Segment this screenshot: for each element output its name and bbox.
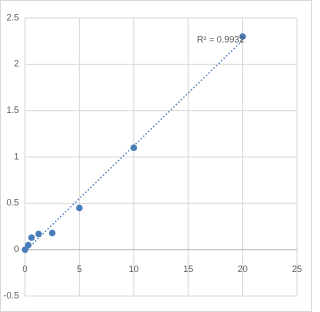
- y-tick-label: 1.5: [6, 105, 19, 115]
- data-point: [239, 33, 246, 40]
- x-tick-label: 25: [292, 264, 302, 274]
- data-point: [21, 246, 29, 253]
- y-tick-label: -0.5: [3, 290, 19, 300]
- y-tick-label: 0: [14, 244, 19, 254]
- chart-border: [0, 0, 312, 312]
- y-tick-label: 0.5: [6, 198, 19, 208]
- data-point: [35, 230, 42, 238]
- y-tick-label: 2: [14, 59, 19, 69]
- x-tick-label: 10: [129, 264, 139, 274]
- data-point: [130, 144, 138, 152]
- y-tick-label: 1: [14, 151, 19, 161]
- x-tick-label: 15: [183, 264, 193, 274]
- x-tick-label: 0: [22, 264, 27, 274]
- data-point: [76, 204, 83, 212]
- data-point: [28, 234, 35, 241]
- y-tick-label: 2.5: [6, 12, 19, 22]
- r-squared-annotation: R² = 0.9932: [197, 34, 244, 44]
- x-tick-label: 20: [238, 264, 248, 274]
- data-point: [24, 241, 32, 249]
- chart: -0.5 0 0.5 1 1.5 2 2.5 0 5 10 15 20 25 R² = 0.9932: [0, 0, 312, 312]
- data-point: [48, 229, 56, 237]
- x-tick-label: 5: [77, 264, 82, 274]
